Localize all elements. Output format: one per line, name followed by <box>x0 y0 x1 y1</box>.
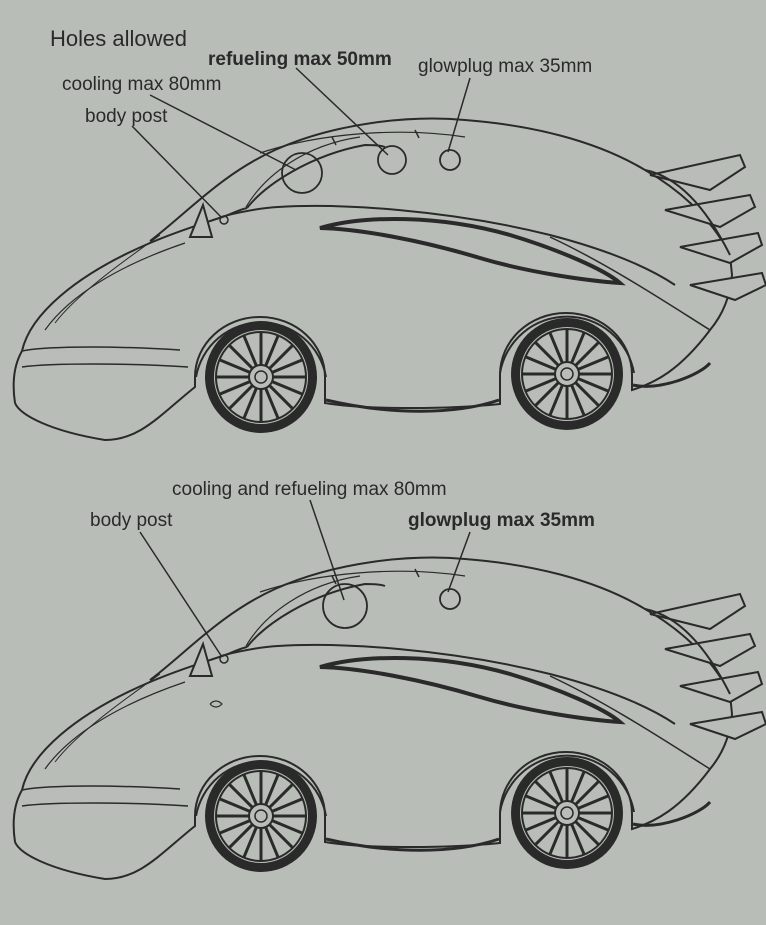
callout-lines-2 <box>140 500 470 657</box>
page: Holes allowed refueling max 50mm glowplu… <box>0 0 766 925</box>
callout-lines-1 <box>132 68 470 218</box>
diagram-svg <box>0 0 766 925</box>
car-figure-2 <box>14 558 766 879</box>
car-figure-1 <box>14 119 766 440</box>
